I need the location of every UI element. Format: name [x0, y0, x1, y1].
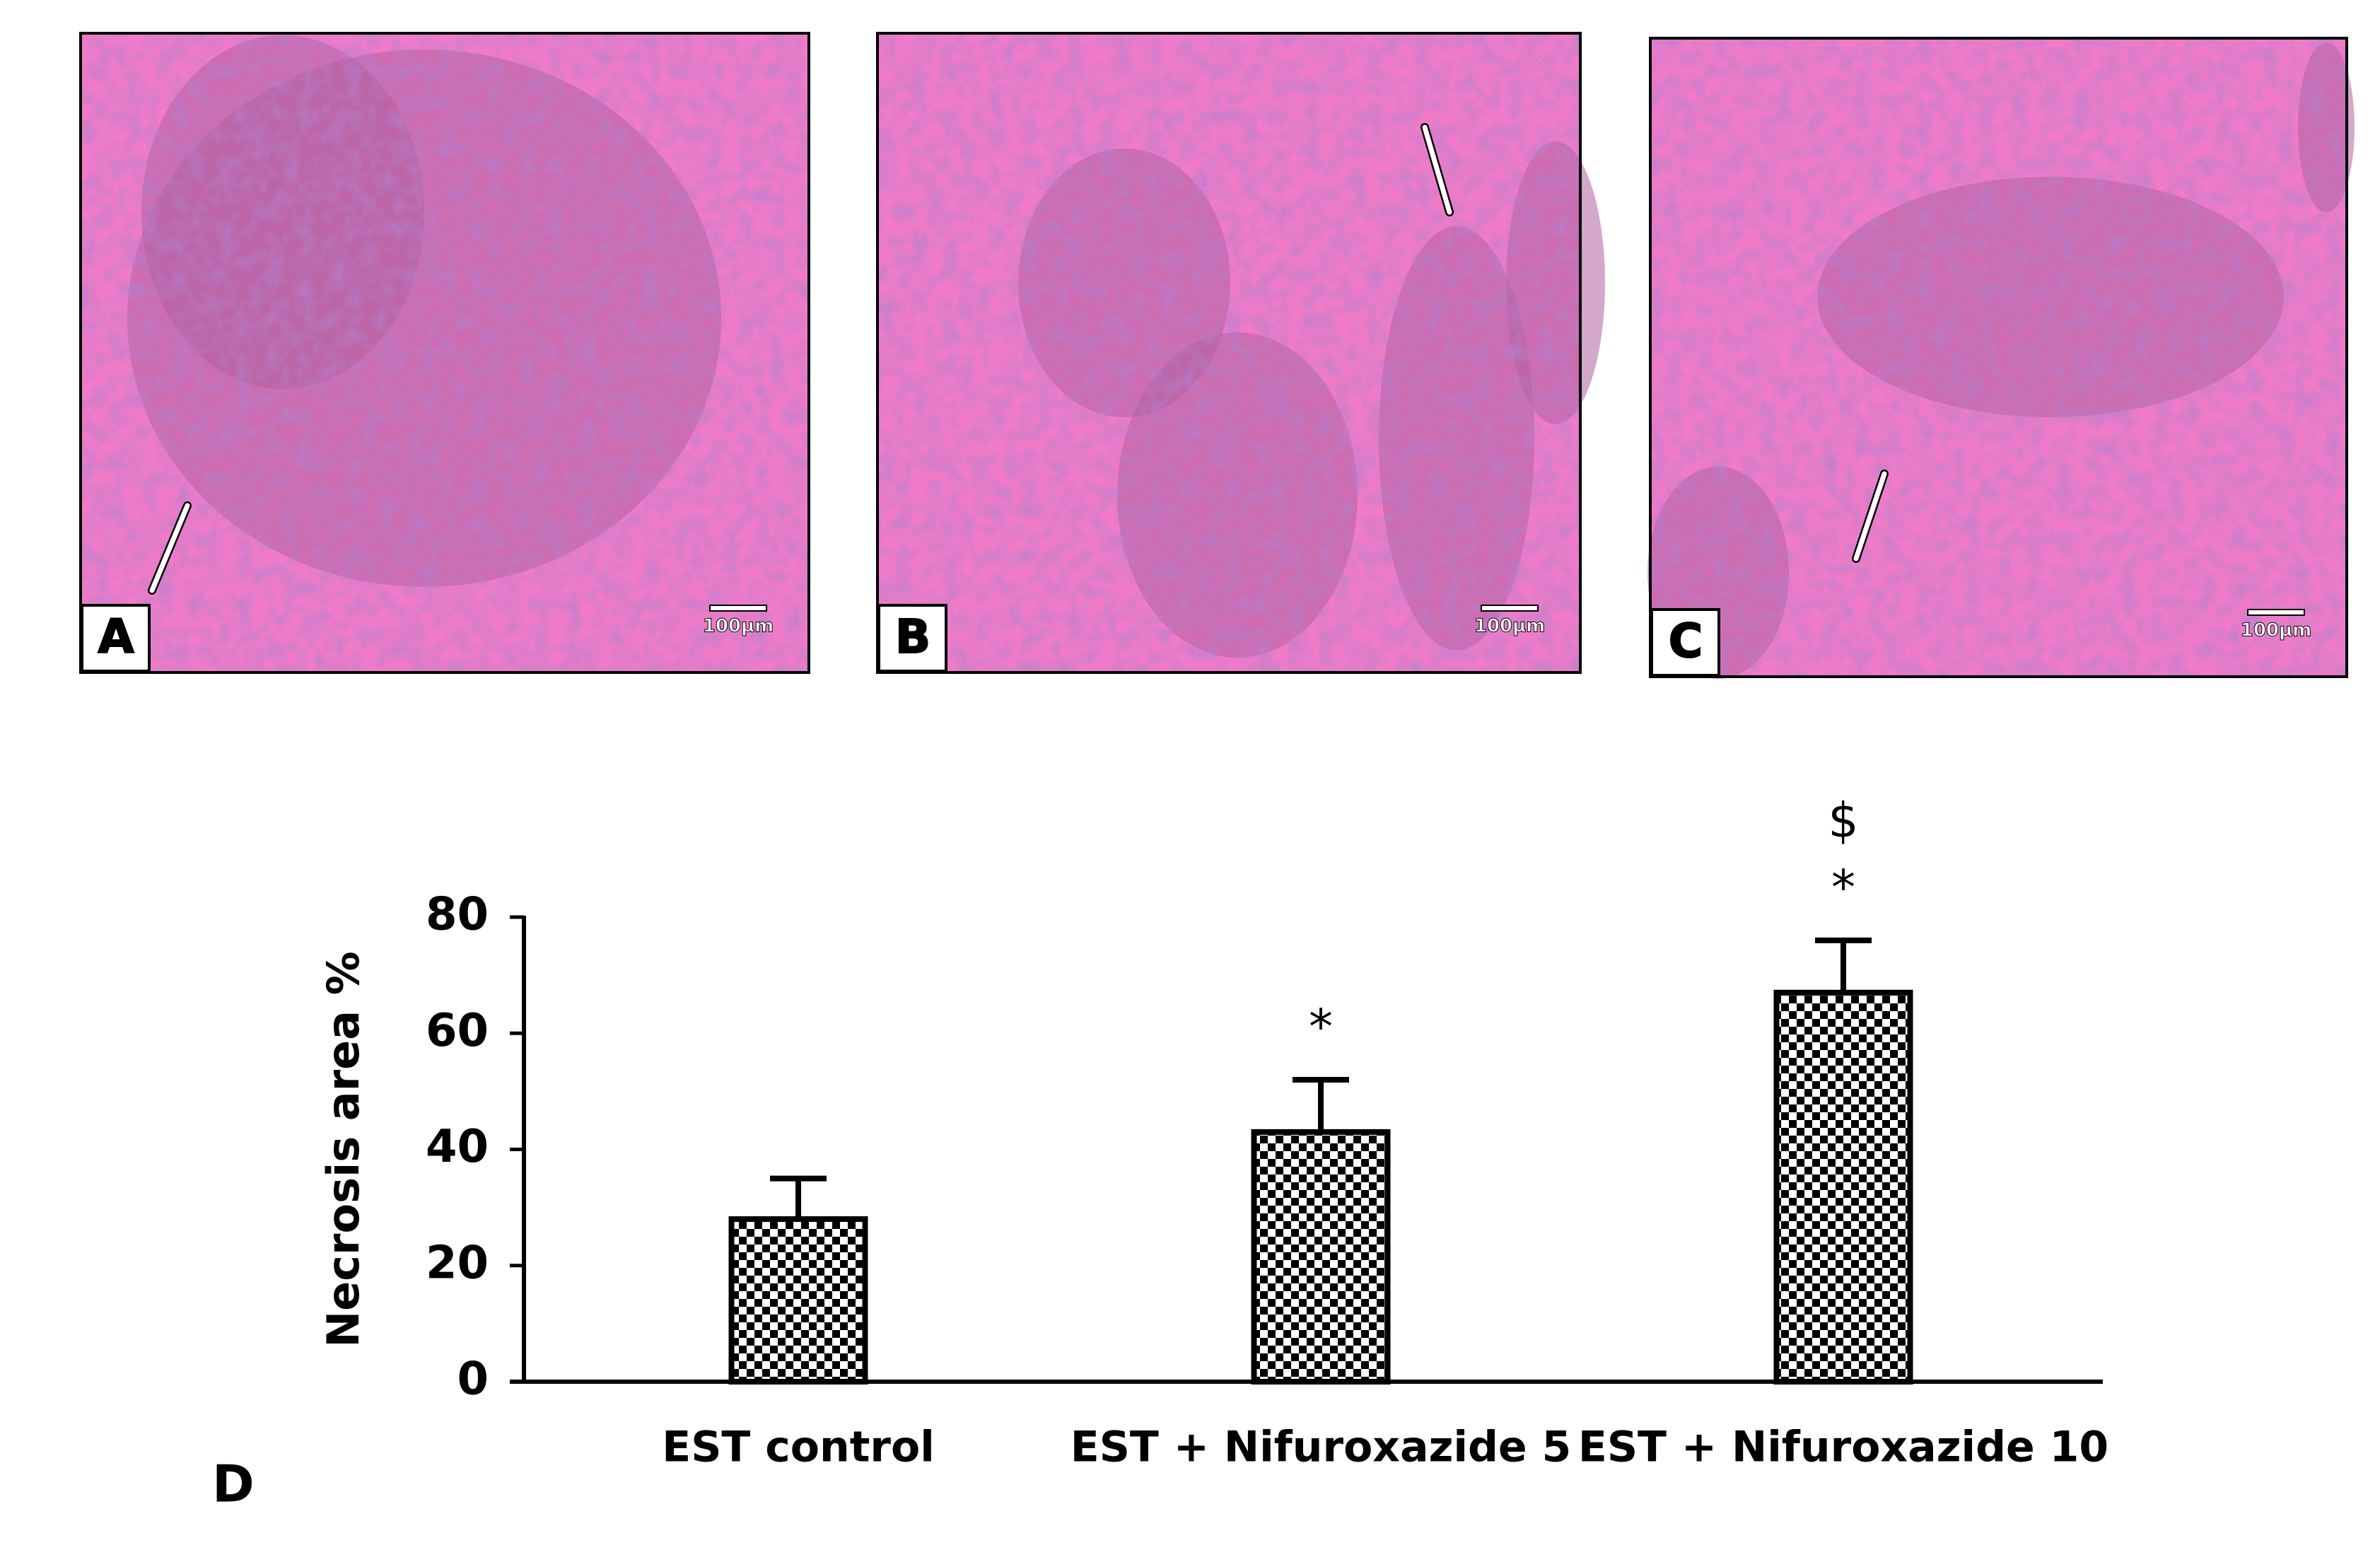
panel-label-box [877, 604, 947, 672]
y-tick-label: 40 [426, 1121, 489, 1173]
panel-border [876, 32, 1582, 674]
scale-bar [1481, 605, 1539, 612]
bar [1251, 1129, 1391, 1385]
y-tick-label: 20 [426, 1237, 489, 1289]
panel-label-box [1650, 608, 1720, 677]
panel-label: C [1669, 614, 1703, 668]
x-tick-label: EST + Nifuroxazide 5 [1071, 1423, 1572, 1472]
scale-bar-label: 100µm [2241, 620, 2312, 641]
scale-bar-label: 100µm [1474, 616, 1546, 637]
arrow [1853, 471, 1887, 561]
panel-label: B [895, 610, 931, 664]
panel-border [79, 32, 810, 674]
arrow [1422, 124, 1452, 215]
y-tick-label: 80 [426, 889, 489, 941]
bar [728, 1216, 868, 1385]
scale-bar-label: 100µm [703, 616, 774, 637]
x-tick-label: EST + Nifuroxazide 10 [1578, 1423, 2108, 1472]
bar [1773, 989, 1913, 1385]
panel-label-box [81, 604, 151, 672]
significance-mark: $ [1828, 793, 1858, 849]
panel-label: A [98, 610, 134, 664]
scale-bar [2247, 609, 2305, 616]
histology-panels: A 100µm B 100µm C 100µm [79, 32, 2355, 679]
significance-mark: * [1309, 999, 1333, 1055]
scale-bar [709, 605, 767, 612]
arrow [149, 503, 190, 593]
tissue-texture [1650, 38, 2347, 677]
tissue-texture [877, 33, 1580, 672]
tissue-texture [81, 33, 809, 672]
significance-mark: * [1831, 860, 1855, 916]
bar-chart: 0 20 40 60 80 Necrosis area % D EST control EST … [212, 793, 2108, 1513]
histology-image: C 100µm [1647, 37, 2355, 679]
histology-image: B 100µm [876, 32, 1605, 674]
y-axis-label: Necrosis area % [317, 951, 369, 1348]
panel-border [1649, 37, 2348, 678]
histology-image: A 100µm [79, 32, 810, 674]
y-tick-label: 60 [426, 1005, 489, 1057]
y-tick-label: 0 [457, 1353, 489, 1406]
panel-label: D [212, 1455, 255, 1514]
x-tick-label: EST control [662, 1423, 935, 1472]
